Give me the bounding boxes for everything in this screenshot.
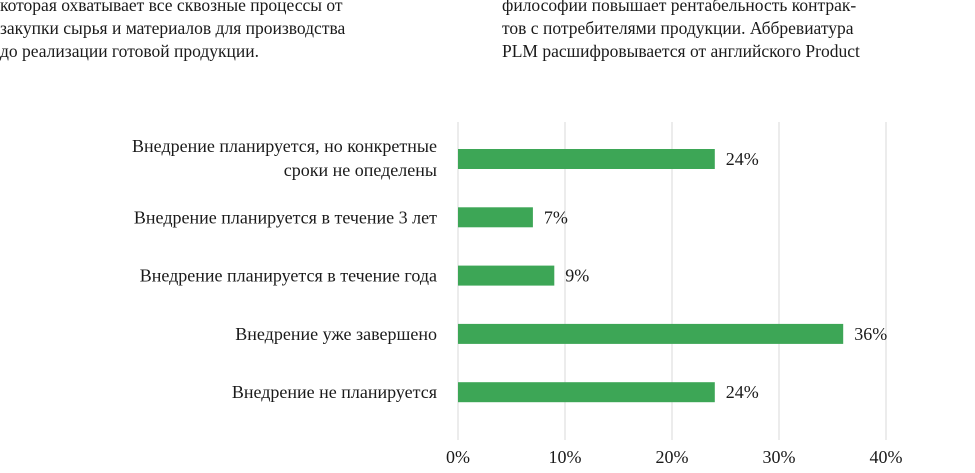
- category-label: Внедрение не планируется: [232, 382, 437, 402]
- x-axis-tick-labels: 0% 10% 20% 30% 40%: [446, 447, 903, 467]
- bar: [458, 149, 715, 169]
- bar: [458, 323, 844, 344]
- bar: [458, 265, 555, 286]
- category-label: Внедрение уже завершено: [235, 324, 437, 344]
- text-line: PLM расшифровывается от английского Prod…: [502, 41, 860, 61]
- text-line: которая охватывает все сквозные процессы…: [0, 0, 343, 15]
- x-tick-label: 30%: [763, 447, 796, 467]
- text-line: закупки сырья и материалов для производс…: [0, 18, 346, 38]
- data-label: 24%: [726, 149, 759, 169]
- category-label: Внедрение планируется в течение 3 лет: [134, 207, 437, 227]
- x-tick-label: 10%: [549, 447, 582, 467]
- bar: [458, 382, 715, 403]
- text-line: тов с потребителями продукции. Аббревиат…: [502, 18, 854, 38]
- data-label: 24%: [726, 382, 759, 402]
- x-tick-label: 40%: [870, 447, 903, 467]
- bar: [458, 207, 533, 228]
- data-label: 36%: [854, 324, 887, 344]
- category-label: Внедрение планируется, но конкретные: [132, 136, 437, 156]
- data-labels: 24% 7% 9% 36% 24%: [544, 149, 887, 402]
- x-tick-label: 0%: [446, 447, 470, 467]
- category-label: Внедрение планируется в течение года: [140, 266, 437, 286]
- text-line: до реализации готовой продукции.: [0, 41, 259, 61]
- x-tick-label: 20%: [656, 447, 689, 467]
- category-labels: Внедрение планируется, но конкретные срок…: [132, 136, 437, 402]
- data-label: 9%: [565, 266, 589, 286]
- body-text-left-column: которая охватывает все сквозные процессы…: [0, 0, 472, 63]
- bar-chart: Внедрение планируется, но конкретные срок…: [132, 122, 903, 467]
- bars: [458, 149, 844, 403]
- data-label: 7%: [544, 207, 568, 227]
- category-label: сроки не опеделены: [284, 160, 437, 180]
- text-line: философии повышает рентабельность контра…: [502, 0, 857, 15]
- body-text-right-column: философии повышает рентабельность контра…: [502, 0, 972, 63]
